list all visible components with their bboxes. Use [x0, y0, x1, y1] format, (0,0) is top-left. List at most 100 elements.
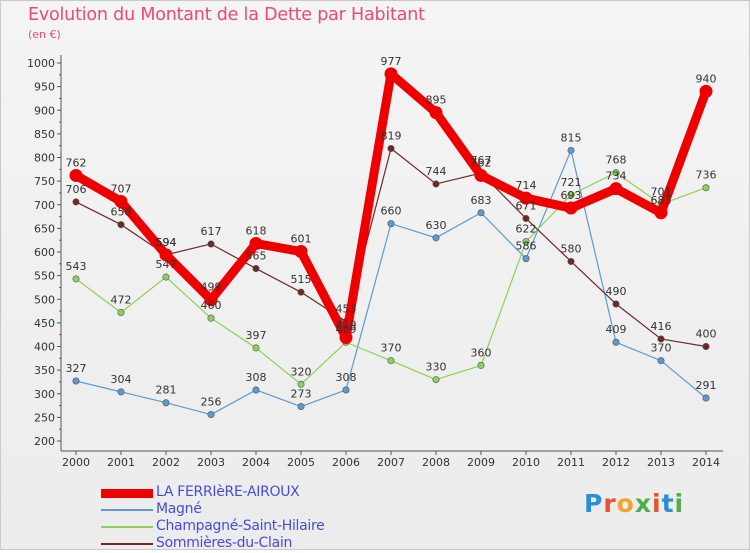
data-label: 291 — [696, 379, 717, 392]
data-point — [207, 411, 215, 419]
data-label: 547 — [156, 258, 177, 271]
logo-letter: x — [634, 489, 652, 518]
data-label: 308 — [246, 371, 267, 384]
data-point — [249, 236, 263, 250]
data-point — [159, 248, 173, 262]
data-label: 397 — [246, 329, 267, 342]
data-point — [654, 206, 668, 220]
y-tick-label: 1000 — [27, 57, 55, 70]
data-point — [567, 257, 575, 265]
data-point — [612, 300, 620, 308]
data-label: 580 — [561, 242, 582, 255]
data-label: 370 — [651, 342, 672, 355]
data-label: 617 — [201, 225, 222, 238]
legend-swatch — [101, 509, 153, 511]
data-label: 304 — [111, 373, 132, 386]
x-tick-label: 2009 — [467, 456, 495, 469]
data-label: 281 — [156, 384, 177, 397]
data-point — [339, 331, 353, 345]
y-tick-label: 900 — [34, 104, 55, 117]
legend-label: Sommières-du-Clain — [156, 535, 293, 551]
data-point — [387, 220, 395, 228]
data-point — [297, 403, 305, 411]
data-point — [432, 180, 440, 188]
x-tick-label: 2007 — [377, 456, 405, 469]
logo-letter: i — [674, 489, 685, 518]
y-tick-label: 400 — [34, 341, 55, 354]
data-label: 622 — [516, 223, 537, 236]
data-label: 671 — [516, 199, 537, 212]
legend-label: LA FERRIèRE-AIROUX — [156, 484, 300, 500]
y-tick-label: 700 — [34, 199, 55, 212]
data-label: 762 — [66, 156, 87, 169]
data-label: 256 — [201, 396, 222, 409]
data-point — [522, 238, 530, 246]
data-label: 460 — [201, 299, 222, 312]
x-tick-label: 2002 — [152, 456, 180, 469]
y-tick-label: 350 — [34, 364, 55, 377]
x-tick-label: 2001 — [107, 456, 135, 469]
data-point — [699, 84, 713, 98]
data-label: 768 — [606, 154, 627, 167]
data-label: 819 — [381, 130, 402, 143]
y-tick-label: 450 — [34, 317, 55, 330]
data-point — [609, 182, 623, 196]
data-label: 940 — [696, 72, 717, 85]
y-tick-label: 550 — [34, 270, 55, 283]
data-label: 586 — [516, 240, 537, 253]
data-label: 658 — [111, 206, 132, 219]
x-tick-label: 2006 — [332, 456, 360, 469]
data-point — [207, 314, 215, 322]
data-point — [702, 184, 710, 192]
x-tick-label: 2000 — [62, 456, 90, 469]
y-tick-label: 950 — [34, 81, 55, 94]
data-point — [162, 273, 170, 281]
data-point — [342, 386, 350, 394]
data-label: 714 — [516, 179, 537, 192]
x-tick-label: 2010 — [512, 456, 540, 469]
proxiti-logo: Proxiti — [584, 489, 684, 518]
data-label: 409 — [336, 323, 357, 336]
data-point — [252, 386, 260, 394]
data-point — [612, 169, 620, 177]
data-label: 630 — [426, 219, 447, 232]
data-label: 683 — [651, 194, 672, 207]
x-tick-label: 2008 — [422, 456, 450, 469]
x-tick-label: 2004 — [242, 456, 270, 469]
y-tick-label: 800 — [34, 152, 55, 165]
data-label: 895 — [426, 94, 447, 107]
x-tick-label: 2012 — [602, 456, 630, 469]
data-label: 706 — [66, 183, 87, 196]
data-label: 360 — [471, 346, 492, 359]
data-point — [207, 240, 215, 248]
data-label: 660 — [381, 205, 402, 218]
chart-unit: (en €) — [28, 28, 61, 41]
data-label: 515 — [291, 273, 312, 286]
data-label: 472 — [111, 293, 132, 306]
legend-label: Champagné-Saint-Hilaire — [156, 518, 325, 534]
data-label: 320 — [291, 365, 312, 378]
x-tick-label: 2005 — [287, 456, 315, 469]
data-point — [477, 209, 485, 217]
data-point — [294, 245, 308, 259]
data-point — [702, 394, 710, 402]
data-point — [657, 335, 665, 343]
data-point — [567, 191, 575, 199]
data-point — [114, 194, 128, 208]
data-point — [522, 255, 530, 263]
data-point — [72, 275, 80, 283]
data-point — [69, 168, 83, 182]
data-label: 594 — [156, 236, 177, 249]
data-label: 693 — [561, 189, 582, 202]
logo-letter: P — [584, 489, 604, 518]
data-point — [204, 293, 218, 307]
legend-label: Magné — [156, 501, 202, 517]
data-point — [117, 388, 125, 396]
data-point — [252, 344, 260, 352]
data-label: 308 — [336, 371, 357, 384]
legend-swatch — [101, 543, 153, 545]
data-label: 273 — [291, 388, 312, 401]
data-label: 499 — [201, 281, 222, 294]
data-point — [429, 106, 443, 120]
logo-letter: i — [652, 489, 662, 518]
